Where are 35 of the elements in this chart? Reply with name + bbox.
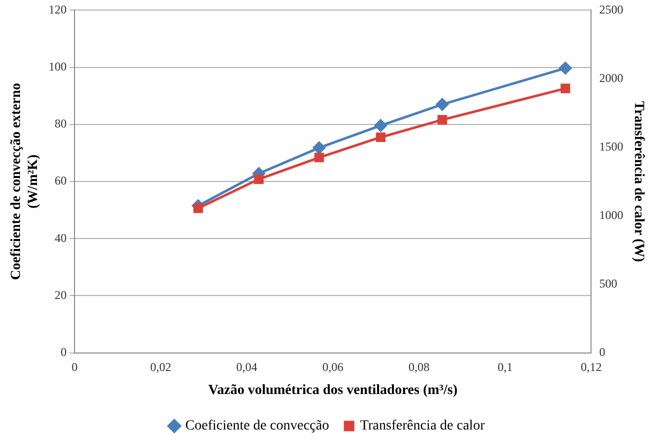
point <box>376 132 386 142</box>
y-tick-label: 120 <box>48 2 67 16</box>
y-axis-title: Coeficiente de convecção externo (W/m²K) <box>9 82 41 280</box>
x-tick-label: 0,12 <box>580 360 602 374</box>
x-tick-label: 0,06 <box>322 360 344 374</box>
x-axis-title: Vazão volumétrica dos ventiladores (m³/s) <box>208 383 458 398</box>
x-tick-label: 0,02 <box>150 360 172 374</box>
y-tick-label: 0 <box>60 344 67 359</box>
y2-tick-label: 500 <box>599 276 618 290</box>
point <box>193 203 203 214</box>
y2-tick-label: 1500 <box>599 139 624 154</box>
legend-label: Transferência de calor <box>360 418 486 434</box>
y2-tick-label: 0 <box>599 344 606 359</box>
point <box>312 142 326 154</box>
point <box>374 119 387 132</box>
y2-tick-label: 2000 <box>599 70 624 85</box>
point <box>559 62 572 74</box>
y2-tick-label: 1000 <box>599 208 624 222</box>
y-tick-label: 80 <box>54 116 67 131</box>
point <box>560 84 570 94</box>
y-tick-label: 100 <box>48 59 67 74</box>
x-tick-label: 0,1 <box>498 360 513 374</box>
y-tick-label: 20 <box>54 288 67 302</box>
y2-axis-title: Transferência de calor (W) <box>630 101 646 262</box>
point <box>436 98 448 111</box>
point <box>314 152 324 162</box>
x-tick-label: 0 <box>72 360 78 374</box>
point <box>254 174 264 184</box>
legend-label: Coeficiente de convecção <box>185 418 330 434</box>
y-tick-label: 40 <box>54 230 67 245</box>
y2-tick-label: 2500 <box>599 2 624 16</box>
point <box>437 115 448 125</box>
x-tick-label: 0,08 <box>408 360 430 374</box>
y-tick-label: 60 <box>54 174 67 188</box>
x-tick-label: 0,04 <box>236 360 258 374</box>
